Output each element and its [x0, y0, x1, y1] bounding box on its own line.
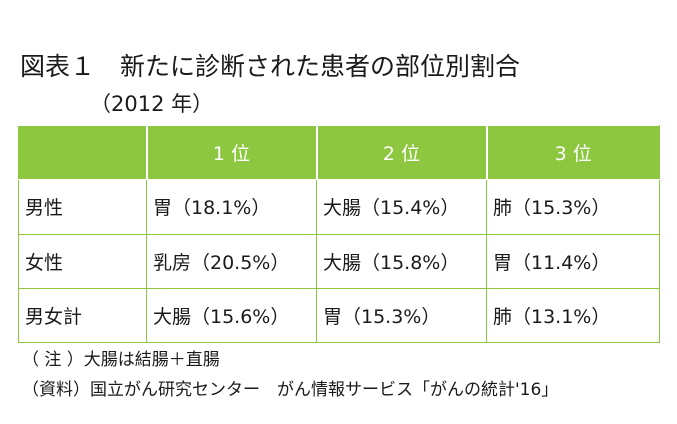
table-cell: 大腸（15.4%）: [316, 179, 487, 235]
header-rank-3: 3 位: [485, 124, 660, 181]
footnote: （ 注 ）大腸は結腸＋直腸: [22, 350, 220, 370]
row-label-total: 男女計: [18, 287, 147, 344]
table-row: 男性 胃（18.1%） 大腸（15.4%） 肺（15.3%）: [18, 179, 660, 235]
table-cell: 大腸（15.6%）: [146, 287, 317, 344]
header-rank-1: 1 位: [145, 124, 317, 181]
table-cell: 胃（18.1%）: [146, 179, 317, 235]
table-cell: 肺（13.1%）: [486, 287, 660, 344]
table-cell: 肺（15.3%）: [486, 179, 660, 235]
table-cell: 大腸（15.8%）: [316, 233, 487, 289]
table-row: 女性 乳房（20.5%） 大腸（15.8%） 胃（11.4%）: [18, 233, 660, 289]
cancer-site-table: 1 位 2 位 3 位 男性 胃（18.1%） 大腸（15.4%） 肺（15.3…: [18, 124, 660, 344]
row-label-male: 男性: [18, 179, 147, 235]
table-cell: 乳房（20.5%）: [146, 233, 317, 289]
header-corner: [18, 124, 147, 181]
header-rank-2: 2 位: [315, 124, 487, 181]
table-header-row: 1 位 2 位 3 位: [18, 124, 660, 181]
source-note: （資料）国立がん研究センター がん情報サービス「がんの統計'16」: [22, 380, 559, 400]
row-label-female: 女性: [18, 233, 147, 289]
figure-subtitle: （2012 年）: [90, 92, 214, 116]
table-cell: 胃（11.4%）: [486, 233, 660, 289]
figure-title: 図表１ 新たに診断された患者の部位別割合: [20, 52, 521, 81]
table-cell: 胃（15.3%）: [316, 287, 487, 344]
table-row: 男女計 大腸（15.6%） 胃（15.3%） 肺（13.1%）: [18, 287, 660, 344]
